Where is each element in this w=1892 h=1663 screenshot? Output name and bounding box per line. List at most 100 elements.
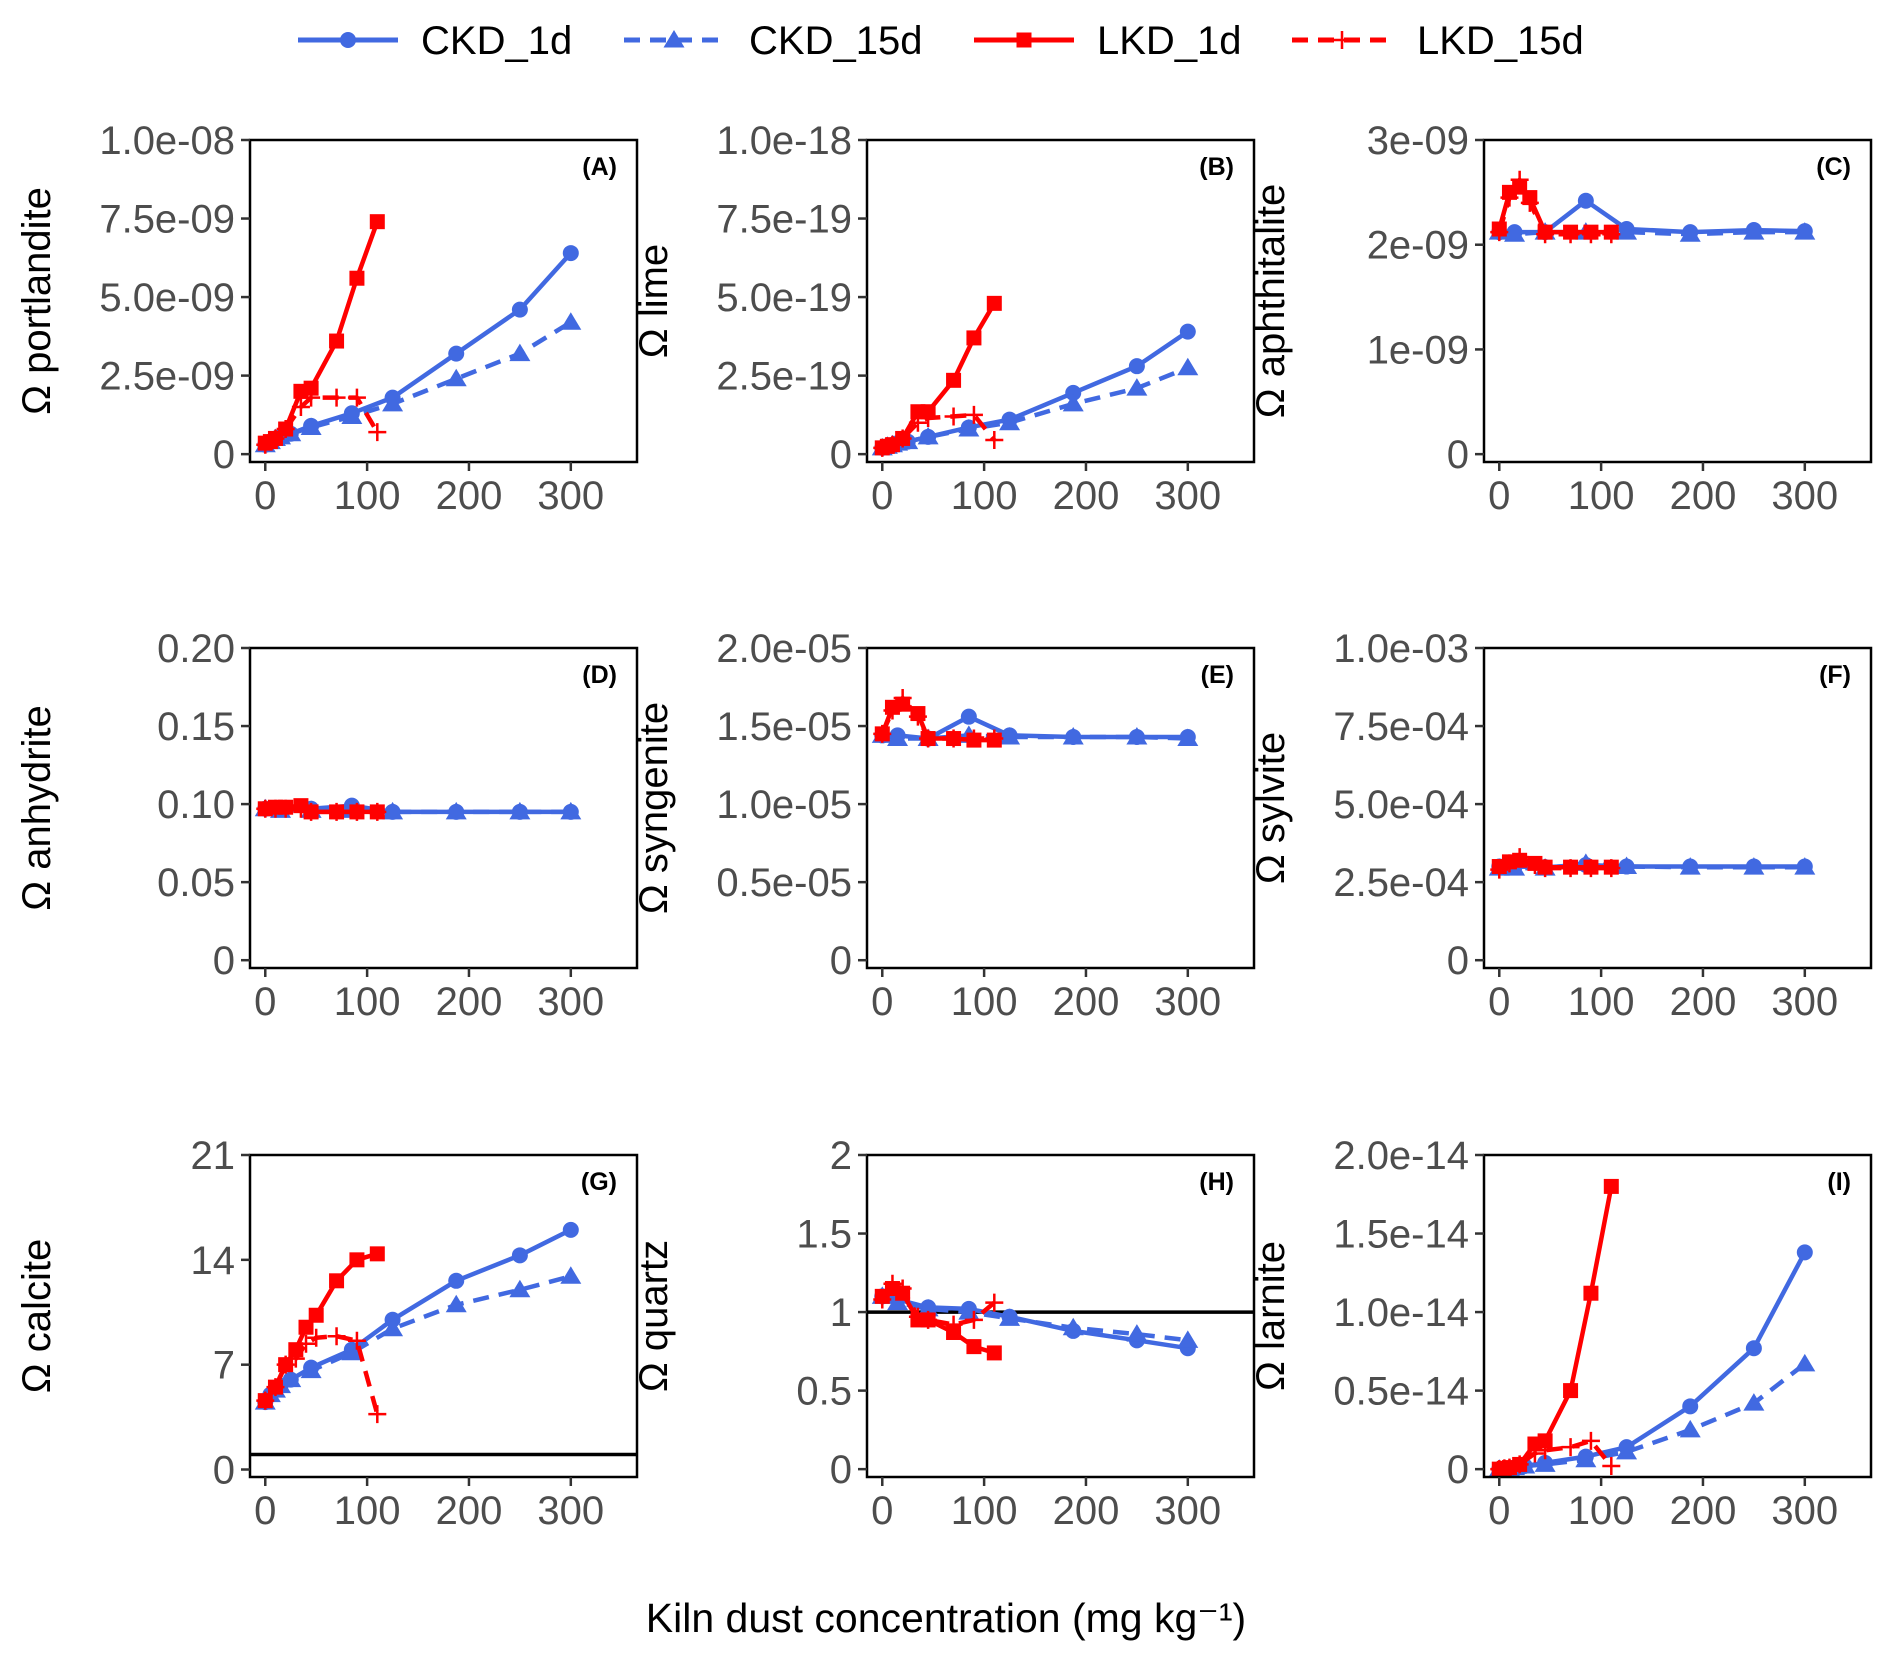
- data-point-lkd-1d: [303, 380, 319, 396]
- data-point-ckd-15d: [1126, 1324, 1148, 1342]
- data-point-ckd-1d: [1577, 192, 1594, 209]
- panel-label: (D): [582, 661, 617, 689]
- legend-item-ckd-1d: CKD_1d: [298, 19, 572, 63]
- data-point-lkd-15d: [1561, 225, 1580, 244]
- data-point-lkd-15d: [286, 1349, 305, 1368]
- legend-item-ckd-15d: CKD_15d: [624, 19, 922, 63]
- data-point-lkd-15d: [327, 1327, 346, 1346]
- y-tick-label: 0: [1447, 1448, 1469, 1492]
- y-tick-label: 0: [213, 939, 235, 983]
- data-point-lkd-15d: [873, 724, 892, 743]
- y-tick-label: 14: [191, 1239, 236, 1283]
- panel-border: [865, 646, 1256, 970]
- data-point-lkd-15d: [893, 429, 912, 448]
- data-point-lkd-15d: [297, 1334, 316, 1353]
- data-point-lkd-15d: [1536, 1441, 1555, 1460]
- x-tick-label: 200: [1053, 1489, 1120, 1533]
- x-tick-label: 0: [871, 980, 893, 1024]
- data-point-ckd-15d: [1126, 726, 1148, 745]
- series-lkd-15d: [1490, 1431, 1621, 1477]
- series-lkd-15d: [1490, 170, 1621, 244]
- data-point-lkd-15d: [276, 420, 295, 439]
- plot-area-f: [1488, 848, 1816, 879]
- y-tick-label: 3e-09: [1367, 119, 1469, 163]
- x-tick-label: 200: [1670, 474, 1737, 518]
- y-tick-label: 1.0e-03: [1333, 627, 1469, 671]
- y-axis-label: Ω portlandite: [15, 187, 59, 415]
- data-point-lkd-15d: [893, 688, 912, 707]
- legend-label-ckd-1d: CKD_1d: [421, 19, 572, 63]
- data-point-lkd-15d: [1602, 1457, 1621, 1475]
- series-ckd-1d: [257, 245, 579, 453]
- x-tick-label: 300: [1771, 474, 1838, 518]
- data-point-ckd-15d: [1616, 856, 1638, 875]
- data-point-lkd-15d: [347, 388, 366, 407]
- data-point-ckd-15d: [1794, 222, 1816, 240]
- data-point-lkd-1d: [349, 1252, 365, 1268]
- x-tick-label: 200: [1053, 980, 1120, 1024]
- data-point-ckd-15d: [1062, 393, 1084, 412]
- data-point-lkd-15d: [883, 1274, 902, 1293]
- panel-border: [865, 138, 1256, 464]
- data-point-ckd-15d: [999, 726, 1021, 745]
- y-tick-label: 0: [830, 939, 852, 983]
- x-tick-label: 200: [436, 474, 503, 518]
- y-tick-label: 2: [830, 1134, 852, 1178]
- data-point-ckd-15d: [917, 426, 939, 445]
- x-tick-label: 300: [1771, 980, 1838, 1024]
- data-point-lkd-15d: [256, 1391, 275, 1410]
- panel-b: 0 2.5e-19 5.0e-19 7.5e-19 1.0e-18 0 100 200 300 (…: [632, 119, 1256, 518]
- x-tick-label: 100: [334, 474, 401, 518]
- y-tick-label: 0: [213, 433, 235, 477]
- data-point-lkd-1d: [966, 1339, 982, 1355]
- data-point-lkd-15d: [873, 1290, 892, 1309]
- data-point-ckd-15d: [1534, 1454, 1556, 1472]
- plot-area-h: [867, 1274, 1254, 1361]
- x-tick-label: 100: [1568, 474, 1635, 518]
- data-point-lkd-15d: [1490, 860, 1509, 879]
- data-point-ckd-1d: [1065, 384, 1082, 401]
- data-point-ckd-1d: [562, 1221, 579, 1238]
- x-tick-label: 300: [1154, 980, 1221, 1024]
- y-tick-label: 0: [213, 1449, 235, 1493]
- x-tick-label: 200: [436, 980, 503, 1024]
- data-point-lkd-15d: [368, 802, 387, 821]
- panel-a: 0 2.5e-09 5.0e-09 7.5e-09 1.0e-08 0 100 200 300 (…: [15, 119, 639, 518]
- x-tick-label: 0: [254, 980, 276, 1024]
- data-point-lkd-1d: [369, 214, 385, 230]
- data-point-ckd-15d: [1062, 726, 1084, 745]
- data-point-ckd-15d: [560, 312, 582, 330]
- y-tick-label: 0.20: [157, 627, 235, 671]
- y-tick-label: 2.5e-19: [716, 355, 852, 399]
- x-tick-label: 300: [537, 474, 604, 518]
- y-axis-label: Ω larnite: [1249, 1241, 1293, 1391]
- data-point-ckd-15d: [958, 419, 980, 437]
- x-tick-label: 300: [1771, 1489, 1838, 1533]
- legend-marker-ckd-1d: [340, 32, 356, 48]
- data-point-ckd-1d: [562, 245, 579, 262]
- data-point-ckd-15d: [280, 1369, 302, 1388]
- data-point-lkd-15d: [1581, 1431, 1600, 1450]
- data-point-lkd-15d: [944, 407, 963, 426]
- data-point-lkd-1d: [1603, 1178, 1619, 1194]
- data-point-lkd-15d: [908, 1307, 927, 1326]
- y-tick-label: 5.0e-19: [716, 276, 852, 320]
- y-axis-label: Ω calcite: [15, 1239, 59, 1393]
- panel-d: 0 0.05 0.10 0.15 0.20 0 100 200 300 (D) Ω anhydrit…: [15, 627, 639, 1024]
- y-tick-label: 1.0e-18: [716, 119, 852, 163]
- y-tick-label: 0.5e-14: [1333, 1370, 1469, 1414]
- series-ckd-15d: [1488, 1353, 1816, 1477]
- data-point-ckd-15d: [509, 801, 531, 820]
- plot-area-b: [871, 295, 1199, 457]
- data-point-ckd-15d: [509, 343, 531, 362]
- data-point-ckd-1d: [511, 1247, 528, 1264]
- y-axis-label: Ω aphthitalite: [1249, 184, 1293, 419]
- plot-area-g: [250, 1221, 637, 1457]
- x-tick-label: 100: [334, 1489, 401, 1533]
- x-tick-label: 0: [1488, 980, 1510, 1024]
- data-point-lkd-1d: [329, 333, 345, 349]
- y-tick-label: 0.05: [157, 861, 235, 905]
- data-point-lkd-15d: [302, 388, 321, 407]
- data-point-ckd-1d: [1179, 323, 1196, 340]
